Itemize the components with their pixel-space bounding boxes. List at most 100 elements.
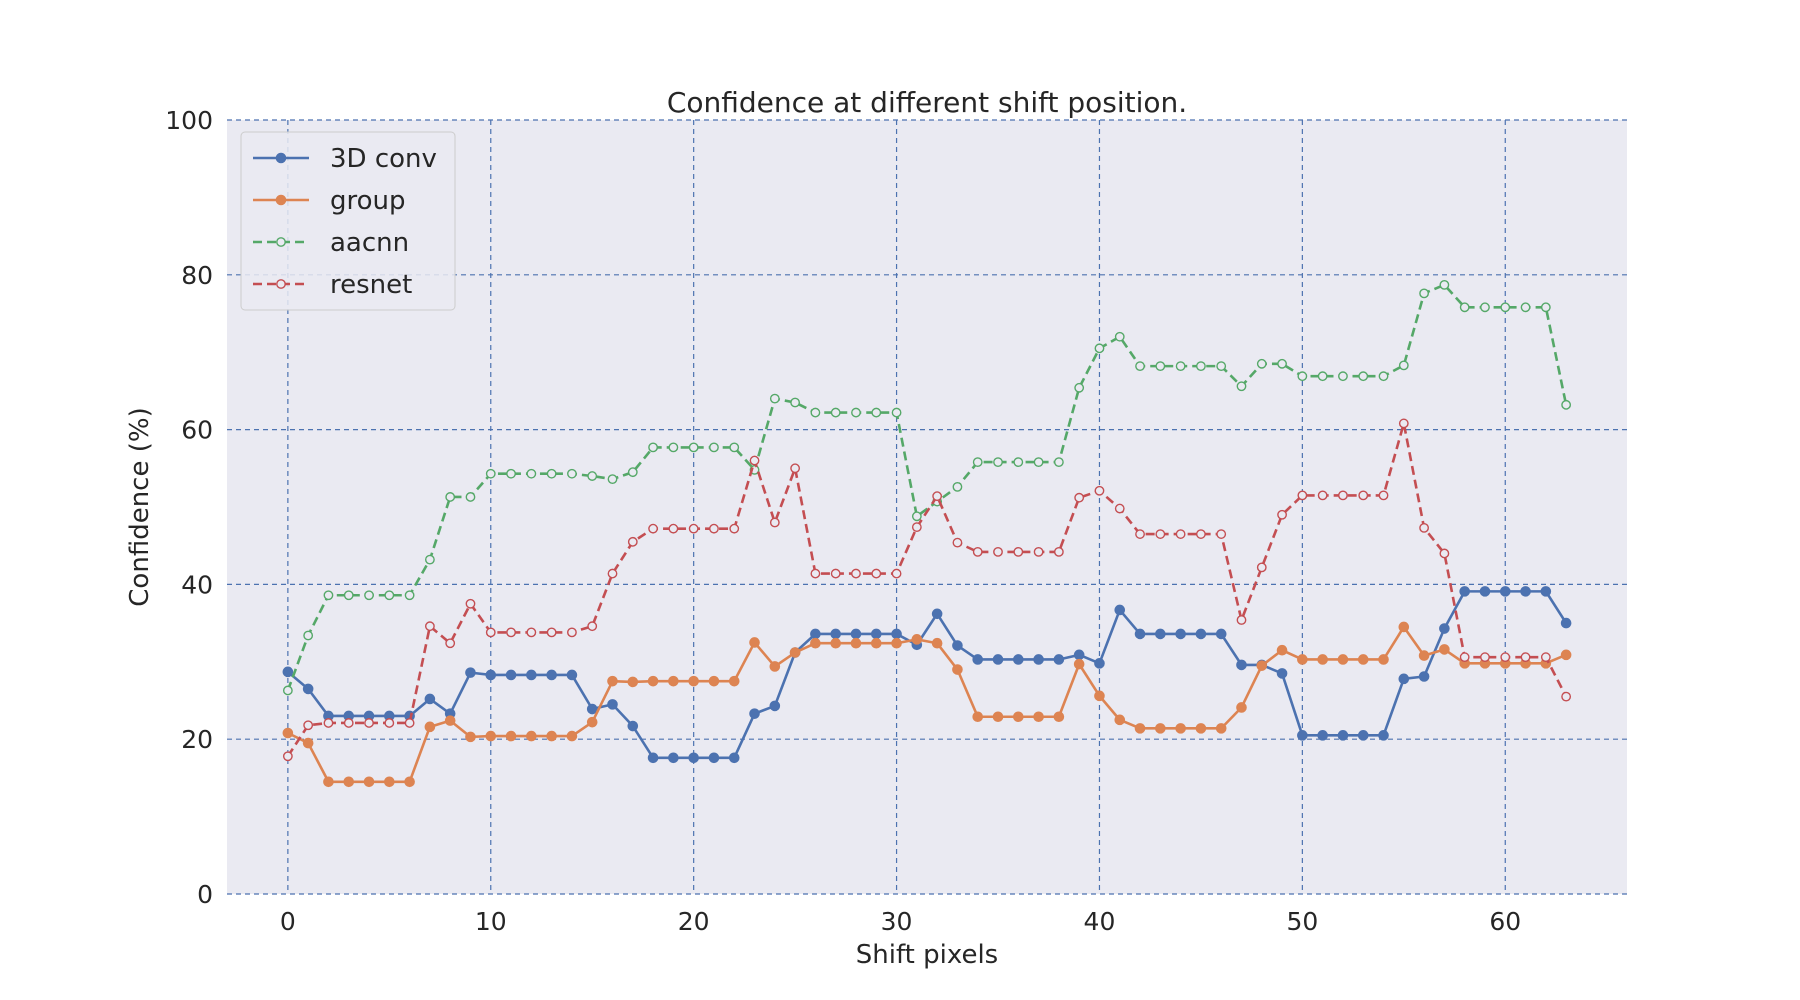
data-point [404,718,415,728]
x-tick-label: 60 [1489,907,1521,936]
data-point [546,627,557,638]
data-point [810,568,821,579]
data-point [952,664,963,675]
data-point [1236,702,1247,713]
data-point [810,637,821,649]
y-tick-label: 0 [197,880,213,909]
data-point [506,627,516,638]
data-point [729,442,740,453]
data-point [891,568,902,579]
data-point [1033,546,1044,557]
data-point [485,669,497,681]
data-point [404,776,415,788]
data-point [1053,711,1065,723]
data-point [931,608,943,620]
data-point [627,467,638,478]
data-point [688,675,699,687]
data-point [749,455,760,466]
data-point [728,675,740,687]
data-point [1276,644,1288,656]
data-point [830,637,841,649]
legend-entry: resnet [253,270,412,300]
data-point [1196,361,1206,372]
data-point [1479,586,1491,597]
data-point [546,730,557,742]
legend-entry: group [253,186,406,216]
data-point [566,669,578,681]
legend-marker [275,194,287,206]
data-point [1561,399,1572,410]
legend-label: resnet [330,270,412,300]
legend-marker [276,237,286,247]
data-point [1155,723,1166,734]
data-point [364,718,374,728]
data-point [911,511,922,522]
series-resnet [282,418,1572,762]
data-point [1378,490,1389,501]
data-point [1378,371,1389,382]
data-point [870,628,882,640]
data-point [1560,649,1572,661]
data-point [384,776,395,788]
data-point [972,654,984,665]
data-point [790,397,801,408]
x-tick-label: 30 [881,907,913,936]
series-line [286,422,1568,757]
data-point [1196,529,1206,539]
data-point [1256,358,1267,369]
data-point [648,523,658,534]
data-point [1480,302,1490,313]
data-point [729,523,740,534]
data-point [1560,617,1572,629]
data-point [1459,586,1470,597]
data-point [1419,522,1430,533]
data-point [1155,361,1166,372]
data-point [1135,529,1145,539]
data-point [384,590,395,601]
data-point [1459,302,1470,313]
plot-background [227,120,1627,894]
data-point [1418,671,1430,682]
data-point [1398,360,1409,371]
x-tick-label: 0 [280,907,296,936]
data-point [485,627,496,638]
data-point [1276,668,1288,679]
data-point [911,522,922,533]
series-aacnn [282,279,1572,696]
data-point [1013,711,1024,723]
ticks-layer: 0 10 20 30 40 50 60 0 20 40 60 80 100 [165,106,1521,936]
data-point [1500,652,1511,663]
data-point [445,638,456,649]
data-point [1074,492,1085,503]
data-point [424,621,435,632]
data-point [587,621,598,632]
data-point [364,590,374,601]
data-point [709,442,719,453]
data-point [688,523,699,534]
data-point [790,463,801,474]
data-point [1074,382,1085,393]
legend-label: aacnn [330,228,409,258]
data-point [648,442,658,453]
data-point [1439,623,1450,634]
data-point [891,637,902,649]
series-line [287,625,1567,784]
data-point [1297,730,1308,741]
data-point [587,471,598,481]
data-point [1114,604,1126,616]
data-point [688,752,699,764]
data-point [546,669,557,681]
data-point [1540,652,1551,663]
x-tick-label: 40 [1084,907,1116,936]
data-point [607,675,618,687]
data-point [1338,371,1348,382]
data-point [830,568,841,579]
data-point [465,492,476,502]
data-point [1013,546,1024,557]
data-point [567,627,577,638]
data-point [1398,673,1410,685]
legend-entry: 3D conv [253,144,437,174]
x-tick-label: 20 [678,907,710,936]
data-point [1439,279,1450,290]
legend-marker [276,279,286,289]
